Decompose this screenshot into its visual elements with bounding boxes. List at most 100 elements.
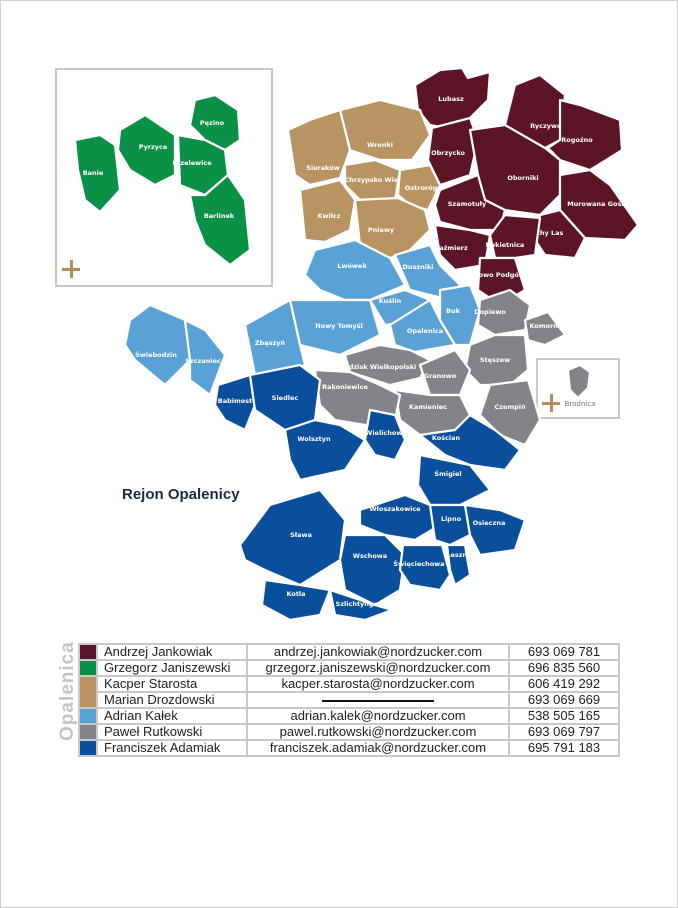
contact-phone: 696 835 560 (508, 659, 620, 677)
region-lipno[interactable] (428, 503, 472, 547)
contact-phone: 606 419 292 (508, 675, 620, 693)
region-granowo[interactable] (418, 348, 472, 397)
region-label: Grodzisk Wielkopolski (336, 363, 417, 371)
region-kotla[interactable] (260, 578, 332, 622)
region-label: Przelewice (172, 159, 212, 167)
region-kwilcz[interactable] (298, 178, 357, 244)
region-label: Święciechowa (393, 559, 444, 568)
contact-row: Kacper Starosta kacper.starosta@nordzucke… (78, 675, 620, 709)
contact-email (246, 691, 510, 709)
region-duszniki[interactable] (393, 243, 462, 302)
region-woszakowice[interactable] (358, 493, 442, 542)
color-swatch (78, 675, 98, 709)
region-label: Ryczywół (530, 122, 564, 130)
region-szczaniec[interactable] (183, 318, 227, 397)
region-label: Sława (290, 531, 312, 539)
contact-row: Grzegorz Janiszewski grzegorz.janiszewski… (78, 659, 620, 677)
region-label: Szczaniec (185, 357, 221, 365)
color-swatch (78, 659, 98, 677)
contact-row: Adrian Kałek adrian.kalek@nordzucker.com 5… (78, 707, 620, 725)
region-pezino[interactable] (188, 93, 242, 152)
contact-email[interactable]: kacper.starosta@nordzucker.com (246, 675, 510, 693)
region-label: Suchy Las (527, 229, 564, 237)
contact-phone: 693 069 781 (508, 643, 620, 661)
contact-name: Marian Drozdowski (96, 691, 248, 709)
region-label: Kamieniec (409, 403, 447, 411)
contact-name: Franciszek Adamiak (96, 739, 248, 757)
contact-email[interactable]: adrian.kalek@nordzucker.com (246, 707, 510, 725)
region-label: Pyrzyce (139, 143, 168, 151)
region-komorniki[interactable] (523, 310, 567, 347)
region-label: Czempiń (494, 403, 526, 411)
region-label: Kościan (432, 434, 461, 442)
region-label: Osieczna (473, 519, 506, 527)
region-swieciechowa[interactable] (398, 543, 452, 592)
region-label: Siedlec (272, 394, 299, 402)
side-label: Opalenica (57, 641, 78, 741)
region-label: Stęszew (480, 356, 510, 364)
region-label: Opalenica (407, 327, 443, 335)
region-lubasz[interactable] (413, 66, 492, 130)
region-ostrorog[interactable] (396, 163, 442, 212)
region-label: Lwówek (337, 262, 367, 270)
region-koscian[interactable] (418, 413, 522, 472)
region-wschowa[interactable] (338, 533, 407, 607)
region-label: Chrzypsko Wielkie (344, 176, 412, 184)
region-label: Sieraków (306, 164, 340, 172)
expand-plus-icon[interactable] (542, 394, 560, 412)
region-wielichowo[interactable] (363, 408, 407, 462)
color-swatch (78, 739, 98, 757)
region-label: Tarnowo Podgórne (463, 271, 532, 279)
region-wolsztyn[interactable] (283, 418, 367, 482)
inset-map-green (55, 68, 273, 287)
contact-name: Andrzej Jankowiak (96, 643, 248, 661)
region-label: Rogoźno (561, 136, 593, 144)
region-label: Duszniki (402, 263, 433, 271)
contact-row: Andrzej Jankowiak andrzej.jankowiak@nordz… (78, 643, 620, 661)
region-dopiewo[interactable] (476, 288, 532, 337)
region-sierakow[interactable] (286, 108, 352, 187)
region-label: Leszno (446, 551, 472, 559)
inset-map-brodnica (536, 358, 620, 419)
region-brodnica[interactable] (566, 363, 592, 400)
region-leszno[interactable] (445, 543, 472, 587)
no-email-dash (322, 699, 434, 702)
region-label: Lubasz (438, 95, 464, 103)
contact-name: Grzegorz Janiszewski (96, 659, 248, 677)
contact-name: Kacper Starosta (96, 675, 248, 693)
region-label: Kotla (286, 590, 305, 598)
region-label: Szamotuły (448, 200, 487, 208)
region-label: Pęzino (200, 119, 225, 127)
region-banie[interactable] (73, 133, 122, 214)
region-label: Wolsztyn (297, 435, 331, 443)
region-label: Rokietnica (486, 241, 525, 249)
region-pyrzyce[interactable] (116, 113, 177, 187)
region-label: Śmigiel (434, 469, 461, 478)
region-label: Barlinek (204, 212, 235, 220)
contact-phone: 693 069 669 (508, 691, 620, 709)
region-label: Babimost (218, 397, 252, 405)
region-label: Wielichowo (365, 429, 407, 437)
contact-email[interactable]: pawel.rutkowski@nordzucker.com (246, 723, 510, 741)
expand-plus-icon[interactable] (62, 260, 80, 278)
region-swiebodzin[interactable] (123, 303, 192, 387)
region-wronki[interactable] (338, 98, 432, 162)
contact-email[interactable]: andrzej.jankowiak@nordzucker.com (246, 643, 510, 661)
contacts-table: Andrzej Jankowiak andrzej.jankowiak@nordz… (78, 643, 620, 757)
region-label: Włoszakowice (369, 505, 421, 513)
region-label: Kaźmierz (434, 244, 468, 252)
region-barlinek[interactable] (188, 173, 252, 267)
contact-phone: 538 505 165 (508, 707, 620, 725)
region-label: Szlichtyngowa (336, 600, 389, 608)
contact-email[interactable]: grzegorz.janiszewski@nordzucker.com (246, 659, 510, 677)
region-label: Zbąszyń (255, 339, 286, 347)
contact-email[interactable]: franciszek.adamiak@nordzucker.com (246, 739, 510, 757)
region-label: Ostroróg (405, 184, 438, 192)
region-label: Kwilcz (317, 212, 340, 220)
region-szlichtyngowa[interactable] (328, 588, 394, 622)
contact-phone: 693 069 797 (508, 723, 620, 741)
contact-name: Adrian Kałek (96, 707, 248, 725)
contact-row: Franciszek Adamiak franciszek.adamiak@nor… (78, 739, 620, 757)
region-obrzycko[interactable] (426, 116, 480, 187)
region-osieczna[interactable] (463, 503, 527, 557)
